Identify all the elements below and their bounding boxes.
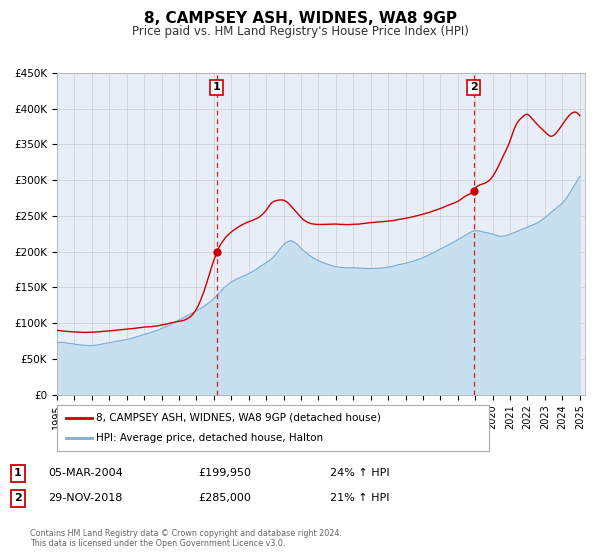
Text: 8, CAMPSEY ASH, WIDNES, WA8 9GP (detached house): 8, CAMPSEY ASH, WIDNES, WA8 9GP (detache… (96, 413, 381, 423)
Text: £199,950: £199,950 (198, 468, 251, 478)
Text: 21% ↑ HPI: 21% ↑ HPI (330, 493, 389, 503)
Text: Contains HM Land Registry data © Crown copyright and database right 2024.: Contains HM Land Registry data © Crown c… (30, 529, 342, 538)
Text: This data is licensed under the Open Government Licence v3.0.: This data is licensed under the Open Gov… (30, 539, 286, 548)
Text: 2: 2 (14, 493, 22, 503)
Text: 24% ↑ HPI: 24% ↑ HPI (330, 468, 389, 478)
Text: 29-NOV-2018: 29-NOV-2018 (48, 493, 122, 503)
Text: 1: 1 (14, 468, 22, 478)
Text: 1: 1 (213, 82, 221, 92)
Text: Price paid vs. HM Land Registry's House Price Index (HPI): Price paid vs. HM Land Registry's House … (131, 25, 469, 38)
Text: 05-MAR-2004: 05-MAR-2004 (48, 468, 123, 478)
Text: £285,000: £285,000 (198, 493, 251, 503)
Text: HPI: Average price, detached house, Halton: HPI: Average price, detached house, Halt… (96, 433, 323, 443)
Text: 8, CAMPSEY ASH, WIDNES, WA8 9GP: 8, CAMPSEY ASH, WIDNES, WA8 9GP (143, 11, 457, 26)
Text: 2: 2 (470, 82, 478, 92)
